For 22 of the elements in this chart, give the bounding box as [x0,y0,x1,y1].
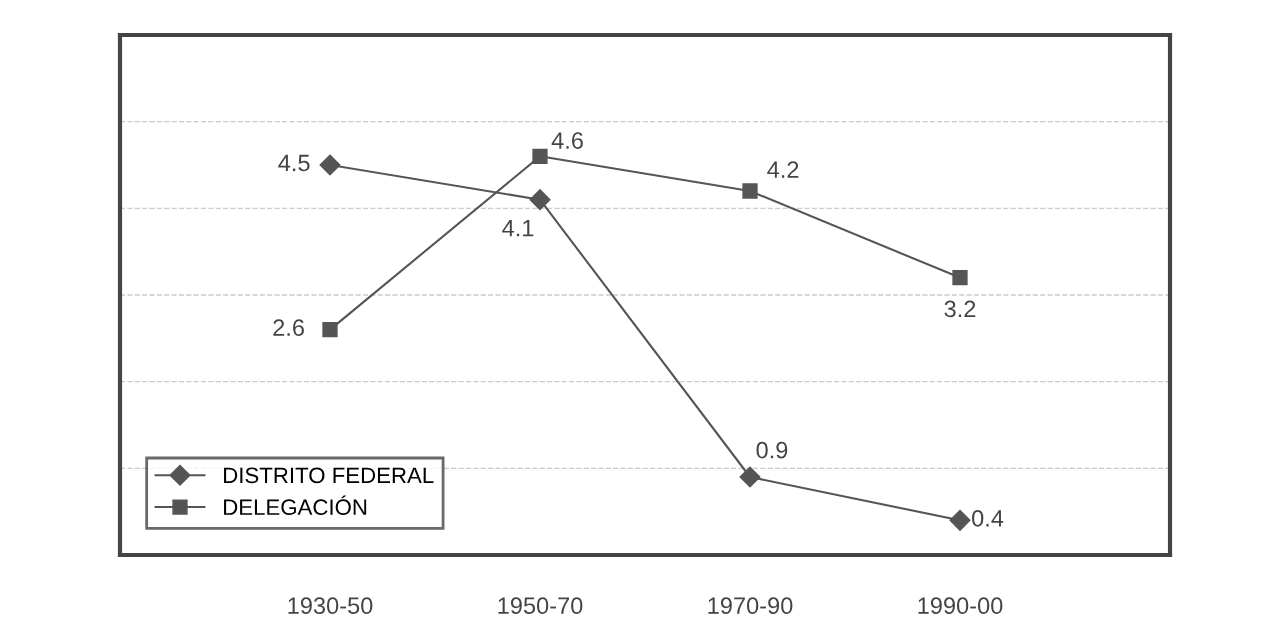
data-label: 3.2 [944,300,976,318]
data-label: 4.1 [502,219,534,237]
data-label: 4.5 [278,154,310,172]
data-label: 4.6 [551,132,583,149]
data-label: 2.6 [273,319,304,336]
x-tick-label: 1950-70 [498,597,583,615]
x-tick-label: 1990-00 [918,597,1003,615]
data-label: 4.2 [767,161,799,178]
data-label: 0.4 [972,509,1004,527]
point [319,154,341,176]
legend-label: DISTRITO FEDERAL [224,467,434,484]
point [739,466,761,488]
x-tick-label: 1970-90 [708,597,793,615]
point [952,270,968,286]
data-label: 0.9 [756,441,788,459]
point [949,509,971,531]
point [742,183,758,199]
point [529,189,551,211]
legend-label: DELEGACIÓN [224,495,367,516]
x-tick-label: 1930-50 [288,597,373,615]
point [322,322,338,338]
point [532,148,548,164]
